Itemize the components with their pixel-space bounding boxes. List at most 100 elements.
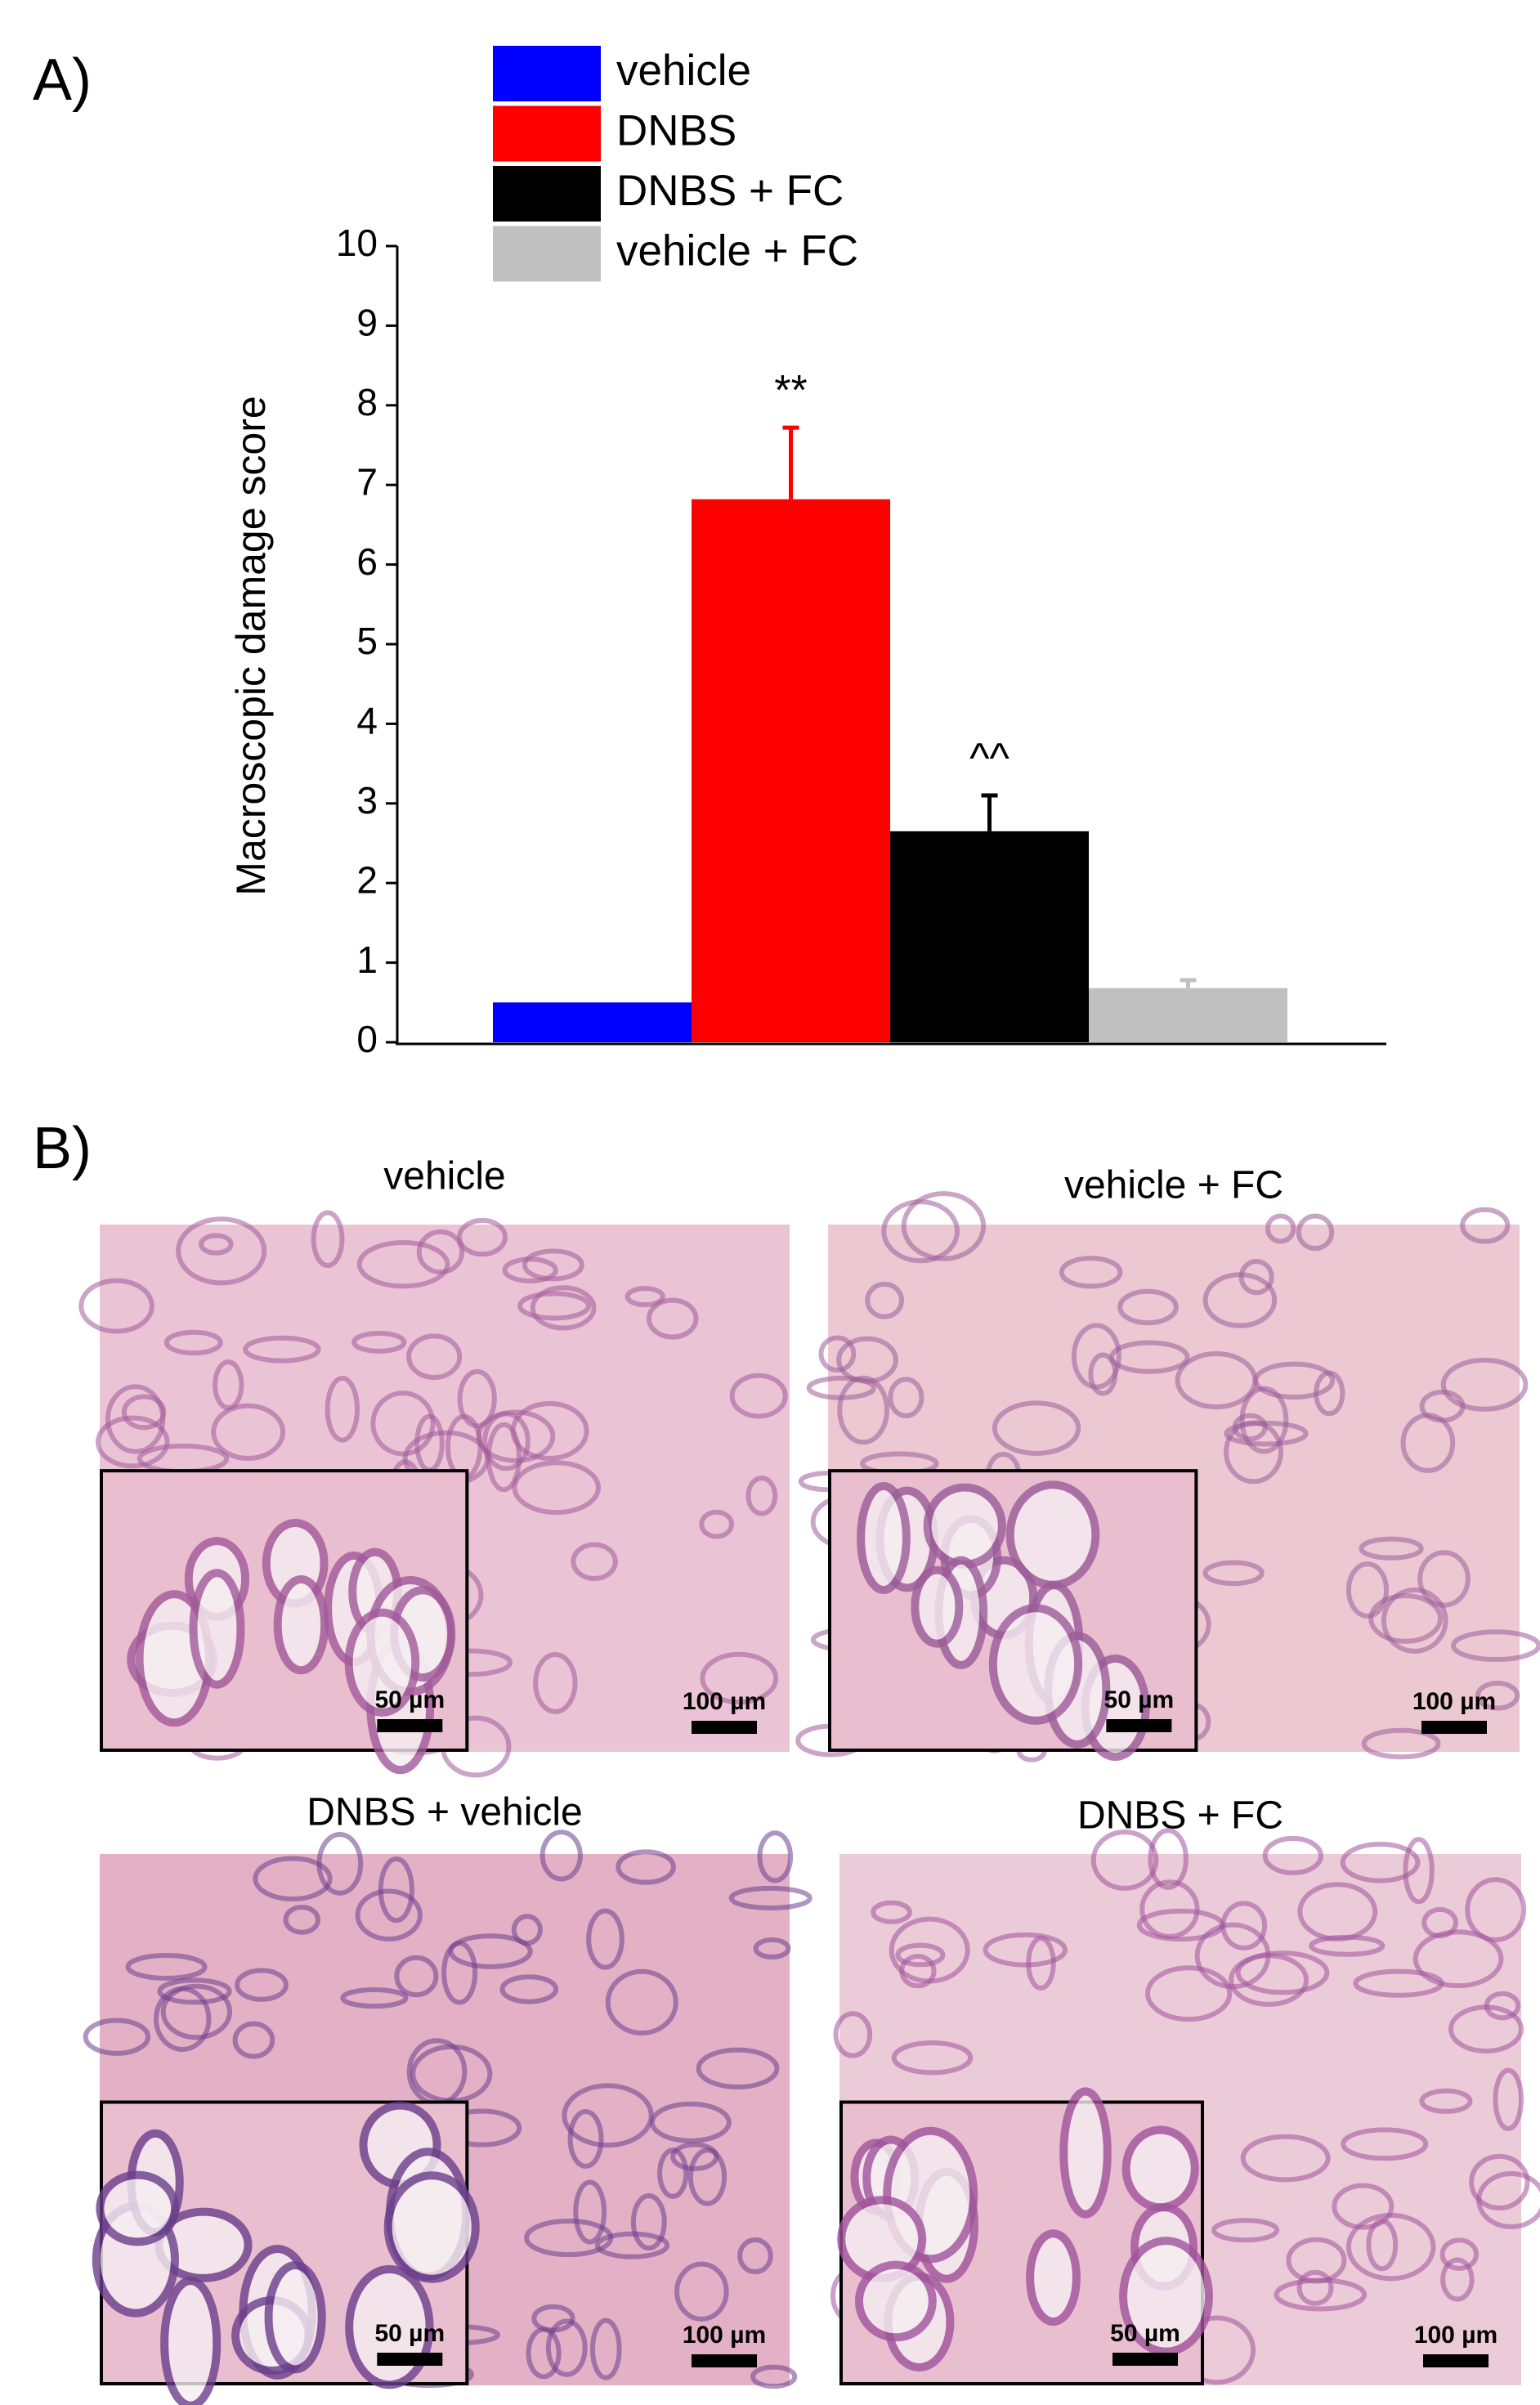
- y-tick-label: 5: [356, 620, 378, 662]
- scale-bar: [692, 2354, 757, 2367]
- tissue-texture: [865, 1281, 905, 1319]
- tissue-texture: [510, 1400, 589, 1461]
- y-tick-label: 8: [356, 381, 378, 423]
- significance-mark: ^^: [969, 735, 1010, 782]
- panel-label: A): [33, 47, 92, 113]
- inset-texture: [189, 1569, 245, 1689]
- tissue-texture: [1368, 1593, 1444, 1644]
- tissue-texture: [1090, 1830, 1159, 1891]
- tissue-texture: [1139, 1879, 1200, 1939]
- tissue-texture: [253, 1856, 333, 1902]
- tissue-texture: [1440, 2257, 1475, 2302]
- legend-label: vehicle + FC: [616, 227, 858, 275]
- panel-title: DNBS + vehicle: [307, 1791, 582, 1834]
- legend-swatch: [493, 46, 601, 101]
- bar: [692, 499, 890, 1042]
- inset-texture: [1059, 2087, 1112, 2219]
- tissue-texture: [562, 2083, 654, 2148]
- legend-swatch: [493, 166, 601, 222]
- tissue-texture: [157, 1977, 232, 2005]
- tissue-texture: [511, 1914, 543, 1946]
- tissue-texture: [1059, 1256, 1123, 1289]
- tissue-texture: [571, 1542, 618, 1582]
- tissue-texture: [394, 1955, 439, 1998]
- y-tick-label: 6: [356, 540, 378, 583]
- tissue-texture: [1332, 2183, 1395, 2230]
- tissue-texture: [522, 1248, 584, 1282]
- bar: [1089, 988, 1287, 1042]
- y-axis-label: Macroscopic damage score: [228, 396, 274, 895]
- tissue-texture: [1341, 2127, 1429, 2161]
- scale-bar: [1423, 2354, 1489, 2367]
- tissue-texture: [1144, 1965, 1233, 2022]
- tissue-texture: [836, 1336, 898, 1384]
- tissue-texture: [1262, 1835, 1323, 1876]
- legend-swatch: [493, 105, 601, 162]
- tissue-texture: [370, 1391, 436, 1457]
- inset-scale-bar: [1106, 1719, 1172, 1732]
- tissue-texture: [95, 1415, 170, 1469]
- tissue-texture: [1148, 1828, 1189, 1890]
- tissue-texture: [657, 2147, 689, 2199]
- y-tick-label: 9: [356, 302, 378, 344]
- tissue-texture: [355, 1888, 423, 1941]
- legend-label: vehicle: [616, 47, 751, 95]
- tissue-texture: [888, 1377, 924, 1419]
- inset-scale-bar: [377, 2353, 443, 2366]
- tissue-texture: [539, 1830, 583, 1882]
- tissue-texture: [1476, 2171, 1540, 2229]
- inset-texture: [264, 2260, 326, 2374]
- tissue-texture: [524, 2219, 614, 2258]
- tissue-texture: [699, 1509, 735, 1539]
- tissue-texture: [530, 1285, 597, 1331]
- y-tick-label: 3: [356, 779, 378, 822]
- inset-scale-label: 50 µm: [374, 2320, 445, 2347]
- tissue-texture: [351, 1331, 407, 1354]
- inset-texture: [96, 2170, 180, 2246]
- tissue-texture: [1235, 1950, 1330, 1995]
- tissue-texture: [1359, 1536, 1424, 1561]
- tissue-texture: [750, 2364, 798, 2389]
- tissue-texture: [1439, 2237, 1480, 2271]
- tissue-texture: [325, 1375, 360, 1443]
- tissue-texture: [512, 1460, 601, 1516]
- tissue-texture: [163, 1329, 223, 1356]
- tissue-texture: [83, 2018, 151, 2056]
- panel-title: DNBS + FC: [1077, 1794, 1283, 1838]
- tissue-texture: [586, 1908, 625, 1970]
- panel-title: vehicle: [383, 1155, 505, 1198]
- tissue-texture: [1412, 1929, 1504, 1989]
- inset-texture: [923, 1483, 1006, 1569]
- histology-image: [830, 1828, 1540, 2385]
- bar: [493, 1002, 692, 1042]
- tissue-texture: [881, 1199, 960, 1264]
- tissue-texture: [232, 2021, 275, 2059]
- tissue-texture: [1286, 2237, 1347, 2284]
- tissue-texture: [1361, 1727, 1441, 1760]
- tissue-texture: [1469, 2153, 1530, 2210]
- tissue-texture: [687, 2147, 727, 2206]
- scale-bar: [692, 1721, 757, 1734]
- histology-image: [795, 1191, 1540, 1762]
- tissue-texture: [625, 1286, 665, 1308]
- histology-image: [78, 1210, 790, 1778]
- bar: [890, 831, 1089, 1042]
- tissue-texture: [674, 2261, 729, 2322]
- y-tick-label: 4: [356, 700, 378, 742]
- tissue-texture: [235, 1968, 289, 2002]
- tissue-texture: [502, 1256, 558, 1283]
- tissue-texture: [589, 2318, 622, 2380]
- tissue-texture: [499, 1974, 559, 2004]
- tissue-texture: [1211, 2218, 1280, 2243]
- inset-texture: [383, 2171, 480, 2283]
- inset-texture: [1119, 2237, 1213, 2356]
- tissue-texture: [1417, 1550, 1471, 1608]
- tissue-texture: [737, 2237, 773, 2275]
- tissue-texture: [818, 1335, 857, 1373]
- tissue-texture: [1175, 1351, 1258, 1410]
- tissue-texture: [316, 1831, 364, 1896]
- tissue-texture: [1340, 1841, 1421, 1883]
- inset-texture: [988, 1604, 1083, 1725]
- tissue-texture: [213, 1359, 244, 1411]
- tissue-texture: [871, 1900, 912, 1924]
